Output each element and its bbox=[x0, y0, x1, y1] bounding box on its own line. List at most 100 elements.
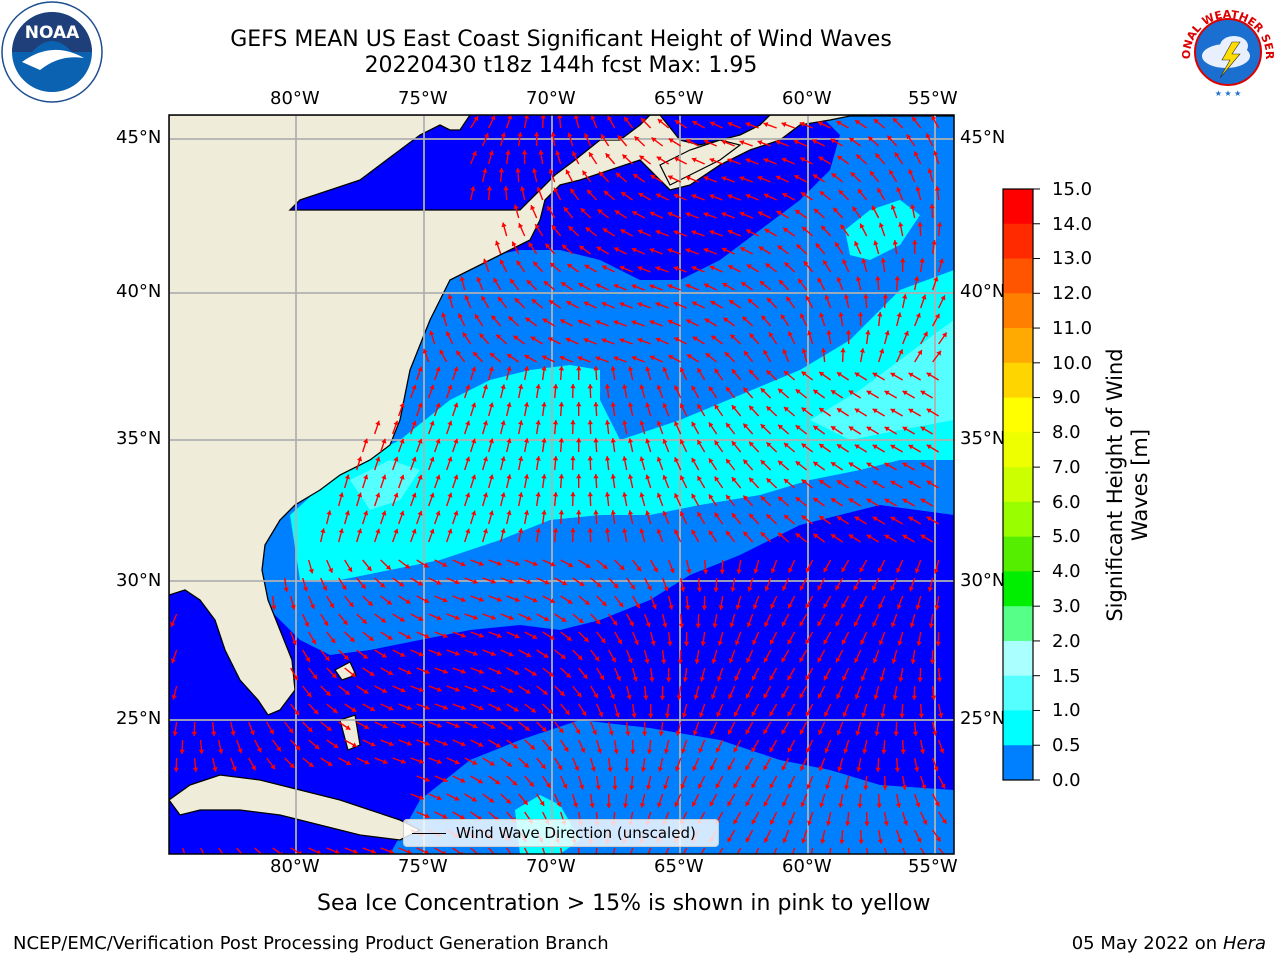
wave-arrow-head bbox=[441, 312, 447, 318]
wave-arrow-head bbox=[726, 422, 731, 428]
wave-arrow-head bbox=[548, 337, 554, 342]
wave-arrow-head bbox=[613, 749, 619, 754]
wave-arrow-head bbox=[309, 603, 315, 609]
wave-arrow-head bbox=[885, 857, 890, 862]
wave-arrow-shaft bbox=[810, 847, 814, 854]
wave-arrow-head bbox=[604, 456, 611, 461]
colorbar-segment bbox=[1003, 606, 1033, 642]
wave-arrow-head bbox=[908, 516, 914, 522]
wave-arrow-head bbox=[418, 758, 424, 764]
wave-arrow-head bbox=[708, 458, 714, 464]
wave-arrow-head bbox=[595, 785, 601, 790]
wave-arrow-shaft bbox=[577, 847, 580, 854]
wave-arrow-head bbox=[580, 208, 586, 214]
wave-arrow-head bbox=[872, 621, 878, 627]
wave-arrow-head bbox=[505, 798, 511, 804]
wave-arrow-head bbox=[667, 319, 673, 325]
wave-arrow-head bbox=[674, 385, 680, 391]
wave-arrow-head bbox=[892, 117, 898, 123]
wave-arrow-head bbox=[685, 212, 691, 218]
wave-arrow-head bbox=[633, 174, 639, 179]
wave-arrow-head bbox=[326, 726, 332, 731]
wave-arrow-head bbox=[857, 189, 863, 194]
wave-arrow-head bbox=[836, 372, 842, 377]
wave-arrow-head bbox=[926, 372, 932, 378]
wave-arrow-head bbox=[519, 186, 526, 192]
wave-arrow-head bbox=[752, 856, 757, 861]
wave-arrow-head bbox=[622, 528, 628, 533]
legend-label: Wind Wave Direction (unscaled) bbox=[456, 824, 696, 842]
wave-arrow-head bbox=[393, 528, 399, 534]
wave-arrow-shaft bbox=[902, 847, 907, 854]
wave-arrow-head bbox=[861, 258, 867, 264]
wave-arrow-head bbox=[393, 492, 399, 498]
wave-arrow-head bbox=[702, 569, 709, 574]
wave-arrow-head bbox=[644, 658, 650, 664]
wave-arrow-head bbox=[861, 712, 867, 718]
wave-arrow-head bbox=[172, 731, 178, 736]
wave-arrow-head bbox=[363, 474, 369, 480]
wave-arrow-head bbox=[770, 568, 776, 574]
wave-arrow-head bbox=[436, 759, 442, 765]
colorbar-title: Significant Height of Wind Waves [m] bbox=[1103, 348, 1152, 622]
wave-arrow-head bbox=[640, 767, 647, 772]
wave-arrow-head bbox=[386, 599, 392, 605]
wave-arrow-head bbox=[612, 620, 617, 626]
wave-arrow-head bbox=[488, 438, 494, 444]
wave-arrow-head bbox=[843, 294, 850, 300]
wave-arrow-head bbox=[230, 730, 236, 736]
wave-arrow-head bbox=[375, 420, 381, 426]
wave-arrow-head bbox=[506, 474, 512, 480]
wave-arrow-head bbox=[908, 408, 914, 414]
wave-arrow-shaft bbox=[647, 847, 652, 854]
wave-arrow-head bbox=[781, 693, 787, 699]
wave-arrow-head bbox=[490, 614, 496, 620]
wave-arrow-head bbox=[400, 723, 406, 729]
wave-arrow-head bbox=[863, 294, 869, 299]
wave-arrow-head bbox=[833, 207, 839, 213]
wave-arrow-head bbox=[674, 337, 680, 342]
wave-arrow-head bbox=[545, 243, 551, 249]
wave-arrow-head bbox=[618, 602, 624, 608]
wave-arrow-head bbox=[418, 687, 424, 693]
wave-arrow-head bbox=[381, 652, 387, 658]
wave-arrow-head bbox=[709, 801, 715, 807]
wave-arrow-head bbox=[406, 669, 412, 675]
wave-arrow-head bbox=[587, 420, 593, 425]
wave-arrow-head bbox=[622, 803, 629, 808]
lat-label-right-30n: 30°N bbox=[960, 570, 1006, 591]
wave-arrow-head bbox=[819, 191, 825, 197]
wave-arrow-head bbox=[501, 222, 507, 228]
wave-arrow-head bbox=[442, 633, 448, 639]
wave-arrow-head bbox=[806, 784, 812, 789]
wave-arrow-head bbox=[674, 421, 680, 427]
wave-arrow-head bbox=[691, 385, 697, 391]
wave-arrow-head bbox=[659, 695, 666, 700]
colorbar-segment bbox=[1003, 571, 1033, 607]
wave-arrow-head bbox=[872, 444, 878, 450]
wave-arrow-head bbox=[489, 353, 495, 358]
wave-arrow-head bbox=[460, 632, 466, 638]
wave-arrow-head bbox=[926, 516, 932, 522]
wave-arrow-head bbox=[508, 651, 514, 657]
wave-arrow-head bbox=[577, 858, 582, 862]
wave-arrow-head bbox=[674, 457, 680, 463]
wave-arrow-head bbox=[826, 330, 832, 335]
wave-arrow-head bbox=[510, 278, 515, 284]
wave-arrow-head bbox=[599, 674, 605, 680]
wave-arrow-head bbox=[788, 331, 793, 337]
wave-arrow-head bbox=[637, 265, 643, 272]
wave-arrow-head bbox=[841, 639, 847, 645]
wave-arrow-head bbox=[525, 688, 531, 694]
wave-arrow-head bbox=[763, 693, 769, 699]
wave-arrow-shaft bbox=[488, 847, 496, 854]
wave-arrow-head bbox=[817, 585, 823, 591]
wave-arrow-head bbox=[801, 479, 807, 485]
wave-arrow-head bbox=[622, 154, 628, 160]
wave-arrow-head bbox=[715, 783, 721, 789]
wave-arrow-head bbox=[919, 749, 926, 754]
wave-arrow-head bbox=[786, 296, 792, 302]
wave-arrow-head bbox=[890, 204, 896, 210]
wave-arrow-head bbox=[697, 367, 702, 373]
wave-arrow-head bbox=[807, 820, 813, 826]
